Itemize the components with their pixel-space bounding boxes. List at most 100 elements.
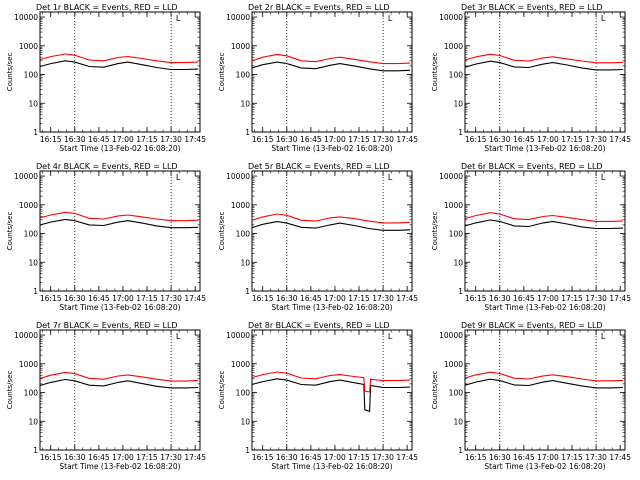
y-tick-label: 1 (33, 446, 38, 455)
x-tick-label: 17:45 (396, 135, 418, 144)
series-line-events (251, 221, 411, 231)
x-axis-label: Start Time (13-Feb-02 16:08:20) (484, 462, 605, 471)
chart-panel-1: Det 1r BLACK = Events, RED = LLD 1 10 100 10… (6, 3, 206, 153)
interval-marker-label: L (176, 173, 181, 182)
x-tick-label: 17:45 (184, 294, 206, 303)
y-tick-label: 1 (245, 128, 250, 137)
series-line-lld (251, 53, 411, 65)
x-tick-label: 16:45 (88, 453, 110, 462)
x-axis-label: Start Time (13-Feb-02 16:08:20) (271, 144, 392, 153)
x-axis-label: Start Time (13-Feb-02 16:08:20) (484, 144, 605, 153)
y-tick-label: 100 (236, 389, 251, 398)
x-tick-label: 16:45 (300, 453, 322, 462)
y-tick-label: 1000 (444, 42, 463, 51)
x-tick-label: 17:15 (561, 294, 583, 303)
y-tick-label: 100 (449, 230, 464, 239)
x-tick-label: 17:00 (537, 453, 559, 462)
y-axis-label: Counts/sec (6, 212, 14, 251)
x-tick-label: 17:30 (372, 135, 394, 144)
plot-frame (39, 11, 201, 133)
chart-title: Det 5r BLACK = Events, RED = LLD (248, 162, 390, 171)
x-tick-label: 17:45 (609, 453, 631, 462)
y-tick-label: 10 (28, 258, 38, 267)
interval-marker-label: L (601, 14, 606, 23)
series-line-lld (39, 211, 199, 222)
series-line-lld (251, 213, 411, 224)
plot-frame (464, 170, 626, 292)
x-tick-label: 17:15 (136, 135, 158, 144)
x-tick-label: 17:00 (324, 135, 346, 144)
chart-panel-8: Det 8r BLACK = Events, RED = LLD 1 10 100 10… (218, 321, 418, 471)
x-tick-label: 17:30 (160, 453, 182, 462)
x-tick-label: 16:15 (40, 294, 62, 303)
series-line-lld (464, 212, 624, 222)
y-tick-label: 1000 (19, 42, 38, 51)
y-tick-label: 10 (453, 258, 463, 267)
y-axis-label: Counts/sec (6, 53, 14, 92)
x-tick-label: 17:15 (136, 453, 158, 462)
x-tick-label: 17:15 (561, 135, 583, 144)
y-tick-label: 10000 (14, 13, 38, 22)
x-tick-label: 17:45 (396, 453, 418, 462)
x-tick-label: 16:45 (300, 135, 322, 144)
y-tick-label: 1000 (231, 201, 250, 210)
chart-title: Det 3r BLACK = Events, RED = LLD (461, 3, 603, 12)
series-line-lld (464, 371, 624, 382)
x-axis-label: Start Time (13-Feb-02 16:08:20) (59, 462, 180, 471)
chart-title: Det 9r BLACK = Events, RED = LLD (461, 321, 603, 330)
x-tick-label: 17:30 (160, 294, 182, 303)
y-tick-label: 1000 (19, 360, 38, 369)
x-tick-label: 16:45 (513, 135, 535, 144)
x-tick-label: 17:45 (184, 453, 206, 462)
interval-marker-label: L (388, 14, 393, 23)
y-tick-label: 10 (240, 258, 250, 267)
x-tick-label: 17:00 (112, 294, 134, 303)
chart-panel-4: Det 4r BLACK = Events, RED = LLD 1 10 100 10… (6, 162, 206, 312)
y-tick-label: 1000 (444, 360, 463, 369)
y-tick-label: 100 (24, 389, 39, 398)
interval-marker-label: L (176, 14, 181, 23)
x-tick-label: 16:15 (252, 453, 274, 462)
y-tick-label: 1 (458, 128, 463, 137)
x-tick-label: 17:30 (585, 453, 607, 462)
x-tick-label: 16:15 (252, 294, 274, 303)
y-tick-label: 1 (458, 287, 463, 296)
x-tick-label: 16:15 (40, 453, 62, 462)
series-line-events (251, 61, 411, 72)
y-tick-label: 1 (33, 287, 38, 296)
y-tick-label: 10000 (226, 172, 250, 181)
x-tick-label: 17:45 (609, 294, 631, 303)
x-tick-label: 17:00 (537, 135, 559, 144)
y-tick-label: 100 (24, 71, 39, 80)
chart-panel-6: Det 6r BLACK = Events, RED = LLD 1 10 100 10… (431, 162, 631, 312)
y-axis-label: Counts/sec (218, 53, 226, 92)
x-tick-label: 17:15 (348, 135, 370, 144)
series-line-events (464, 378, 624, 389)
y-axis-label: Counts/sec (6, 371, 14, 410)
interval-marker-label: L (388, 173, 393, 182)
plot-frame (464, 11, 626, 133)
series-line-events (39, 378, 199, 389)
chart-title: Det 4r BLACK = Events, RED = LLD (36, 162, 178, 171)
y-tick-label: 1 (33, 128, 38, 137)
y-tick-label: 100 (449, 389, 464, 398)
x-tick-label: 17:00 (112, 135, 134, 144)
y-tick-label: 1000 (444, 201, 463, 210)
x-axis-label: Start Time (13-Feb-02 16:08:20) (484, 303, 605, 312)
chart-panel-9: Det 9r BLACK = Events, RED = LLD 1 10 100 10… (431, 321, 631, 471)
y-tick-label: 100 (236, 71, 251, 80)
x-tick-label: 17:45 (184, 135, 206, 144)
y-tick-label: 10 (28, 99, 38, 108)
series-line-lld (39, 53, 199, 64)
plot-frame (251, 329, 413, 451)
y-tick-label: 10000 (439, 331, 463, 340)
chart-title: Det 6r BLACK = Events, RED = LLD (461, 162, 603, 171)
y-tick-label: 10000 (226, 13, 250, 22)
y-axis-label: Counts/sec (431, 53, 439, 92)
y-axis-label: Counts/sec (431, 212, 439, 251)
plot-frame (464, 329, 626, 451)
plot-frame (251, 11, 413, 133)
y-tick-label: 100 (24, 230, 39, 239)
y-tick-label: 1 (245, 287, 250, 296)
